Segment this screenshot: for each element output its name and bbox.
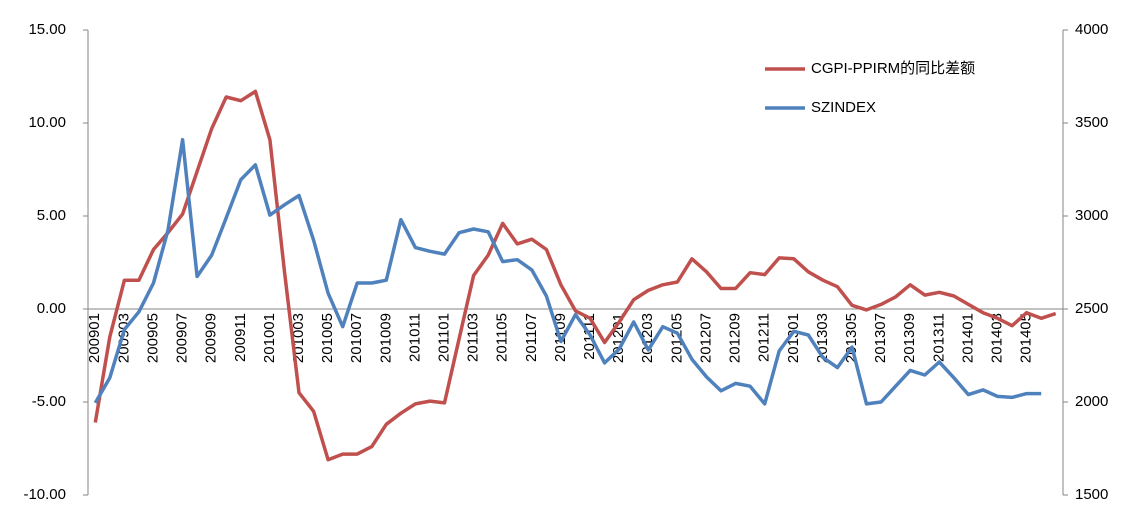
x-tick-label: 200901: [86, 313, 103, 363]
x-tick-label: 201211: [756, 313, 773, 362]
y-tick-label: -10.00: [23, 486, 66, 503]
x-tick-label: 201205: [668, 313, 685, 363]
x-tick-label: 200907: [174, 313, 191, 363]
x-tick-label: 201309: [901, 313, 918, 363]
x-tick-label: 201005: [319, 313, 336, 363]
y2-tick-label: 4000: [1075, 21, 1108, 38]
x-tick-label: 201201: [610, 313, 627, 363]
y-tick-label: -5.00: [32, 393, 66, 410]
x-tick-label: 201001: [261, 313, 278, 363]
x-tick-label: 201105: [494, 313, 511, 362]
x-tick-label: 201007: [348, 313, 365, 363]
x-tick-label: 200905: [144, 313, 161, 363]
y-tick-label: 0.00: [37, 300, 66, 317]
y2-tick-label: 3000: [1075, 207, 1108, 224]
x-tick-label: 201403: [988, 313, 1005, 363]
series-line: [93, 137, 1042, 406]
x-tick-label: 200909: [203, 313, 220, 363]
x-tick-label: 201101: [435, 313, 452, 362]
x-tick-label: 201009: [377, 313, 394, 363]
x-tick-label: 201405: [1018, 313, 1035, 363]
x-tick-label: 201103: [465, 313, 482, 362]
y2-tick-label: 1500: [1075, 486, 1108, 503]
legend-label: CGPI-PPIRM的同比差额: [811, 60, 975, 77]
x-tick-label: 201107: [523, 313, 540, 362]
x-tick-label: 201011: [406, 313, 423, 362]
series-line: [93, 89, 1057, 462]
x-tick-label: 201207: [697, 313, 714, 363]
y2-tick-label: 3500: [1075, 114, 1108, 131]
x-tick-label: 201301: [785, 313, 802, 363]
x-tick-label: 200911: [232, 313, 249, 362]
x-tick-label: 201401: [959, 313, 976, 363]
x-tick-label: 201307: [872, 313, 889, 363]
x-tick-label: 201311: [930, 313, 947, 362]
y-tick-label: 15.00: [28, 21, 66, 38]
x-tick-label: 201305: [843, 313, 860, 363]
y-tick-label: 5.00: [37, 207, 66, 224]
y-tick-label: 10.00: [28, 114, 66, 131]
y2-tick-label: 2000: [1075, 393, 1108, 410]
legend-label: SZINDEX: [811, 99, 876, 116]
x-tick-label: 201209: [727, 313, 744, 363]
x-tick-label: 201203: [639, 313, 656, 363]
y2-tick-label: 2500: [1075, 300, 1108, 317]
